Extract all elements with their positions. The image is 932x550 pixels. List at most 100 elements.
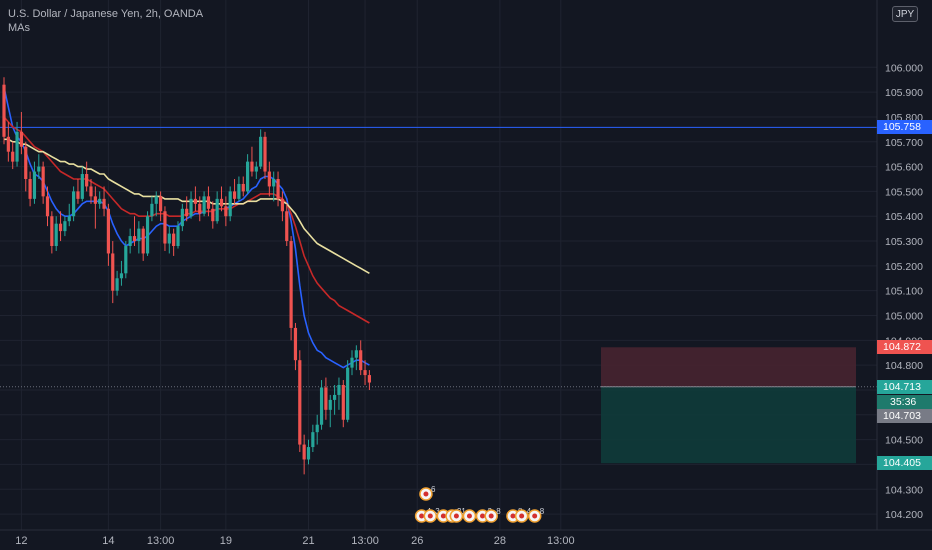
- candle[interactable]: [280, 198, 284, 212]
- candle[interactable]: [67, 216, 71, 222]
- event-flag-dot-icon: [440, 513, 446, 519]
- candle[interactable]: [193, 198, 197, 204]
- event-count: 3: [435, 507, 440, 516]
- candle[interactable]: [50, 216, 54, 247]
- candle[interactable]: [37, 166, 41, 172]
- candle[interactable]: [276, 178, 280, 199]
- candle[interactable]: [154, 196, 158, 204]
- candle[interactable]: [319, 387, 324, 425]
- candle[interactable]: [58, 223, 63, 232]
- candle[interactable]: [302, 444, 306, 460]
- candle[interactable]: [176, 226, 180, 247]
- candle[interactable]: [132, 236, 137, 242]
- candle[interactable]: [206, 196, 211, 209]
- candle[interactable]: [93, 196, 97, 204]
- candle[interactable]: [198, 203, 202, 214]
- candle[interactable]: [341, 385, 345, 420]
- candle[interactable]: [189, 198, 193, 217]
- candle[interactable]: [298, 360, 302, 445]
- candle[interactable]: [41, 166, 45, 197]
- candles[interactable]: [2, 77, 371, 475]
- candle[interactable]: [24, 146, 28, 179]
- candle[interactable]: [250, 161, 254, 172]
- candle[interactable]: [359, 350, 363, 371]
- time-axis[interactable]: [0, 530, 932, 550]
- candle[interactable]: [237, 183, 241, 199]
- candle[interactable]: [272, 178, 276, 187]
- candle[interactable]: [293, 327, 298, 361]
- candle[interactable]: [80, 174, 84, 199]
- candle[interactable]: [224, 206, 228, 217]
- candle[interactable]: [89, 186, 93, 197]
- candle[interactable]: [363, 370, 367, 376]
- candle[interactable]: [172, 233, 176, 247]
- candle[interactable]: [241, 183, 245, 192]
- event-markers[interactable]: 6433128848: [414, 485, 545, 523]
- candle[interactable]: [267, 171, 271, 187]
- candle[interactable]: [167, 233, 171, 244]
- candle[interactable]: [324, 387, 328, 410]
- candle[interactable]: [106, 208, 110, 254]
- candle[interactable]: [202, 196, 206, 214]
- candle[interactable]: [11, 151, 15, 162]
- candle[interactable]: [137, 228, 141, 242]
- candle[interactable]: [306, 447, 311, 460]
- candle[interactable]: [289, 241, 293, 328]
- candle[interactable]: [285, 211, 289, 242]
- take-profit-zone[interactable]: [601, 386, 856, 464]
- position-tool[interactable]: [601, 347, 856, 464]
- candle[interactable]: [150, 203, 154, 217]
- candle[interactable]: [350, 357, 354, 368]
- candle[interactable]: [211, 208, 215, 222]
- candle[interactable]: [159, 196, 163, 212]
- candle[interactable]: [259, 136, 263, 167]
- candle[interactable]: [28, 178, 32, 199]
- candle[interactable]: [32, 171, 37, 199]
- candle[interactable]: [254, 166, 258, 172]
- indicator-label[interactable]: MAs: [8, 22, 30, 34]
- chart-legend: U.S. Dollar / Japanese Yen, 2h, OANDA MA…: [8, 7, 203, 35]
- candle[interactable]: [76, 191, 80, 199]
- stop-loss-zone[interactable]: [601, 347, 856, 387]
- candle[interactable]: [111, 253, 115, 291]
- candle[interactable]: [128, 236, 132, 247]
- candle[interactable]: [2, 84, 6, 137]
- price-axis[interactable]: [877, 0, 932, 530]
- time-tick-label: 12: [15, 535, 27, 547]
- candle[interactable]: [72, 191, 76, 217]
- candle[interactable]: [15, 131, 19, 162]
- candle[interactable]: [215, 198, 219, 222]
- candle[interactable]: [328, 399, 332, 410]
- candle[interactable]: [219, 198, 224, 207]
- candle[interactable]: [163, 211, 167, 244]
- currency-badge[interactable]: JPY: [892, 6, 918, 22]
- candle[interactable]: [337, 385, 341, 395]
- candle[interactable]: [333, 394, 337, 400]
- candle[interactable]: [124, 246, 128, 274]
- candle[interactable]: [19, 131, 23, 147]
- candle[interactable]: [232, 191, 237, 199]
- candle[interactable]: [346, 367, 350, 420]
- candle[interactable]: [246, 161, 250, 192]
- candle[interactable]: [145, 216, 150, 254]
- candle[interactable]: [228, 191, 232, 217]
- candle[interactable]: [102, 198, 106, 209]
- candle[interactable]: [180, 208, 184, 227]
- candle[interactable]: [115, 278, 119, 291]
- candle[interactable]: [141, 228, 145, 254]
- candle[interactable]: [63, 221, 67, 232]
- candle[interactable]: [185, 208, 189, 217]
- candle[interactable]: [6, 136, 10, 152]
- candle[interactable]: [367, 375, 371, 383]
- candle[interactable]: [315, 424, 319, 433]
- candle[interactable]: [354, 350, 358, 358]
- candle[interactable]: [45, 196, 50, 217]
- candle[interactable]: [98, 198, 102, 204]
- candle[interactable]: [85, 174, 89, 187]
- candle[interactable]: [311, 432, 315, 448]
- candle[interactable]: [54, 223, 58, 247]
- candle[interactable]: [263, 136, 267, 172]
- candle[interactable]: [119, 273, 124, 279]
- price-lines: [0, 126, 877, 388]
